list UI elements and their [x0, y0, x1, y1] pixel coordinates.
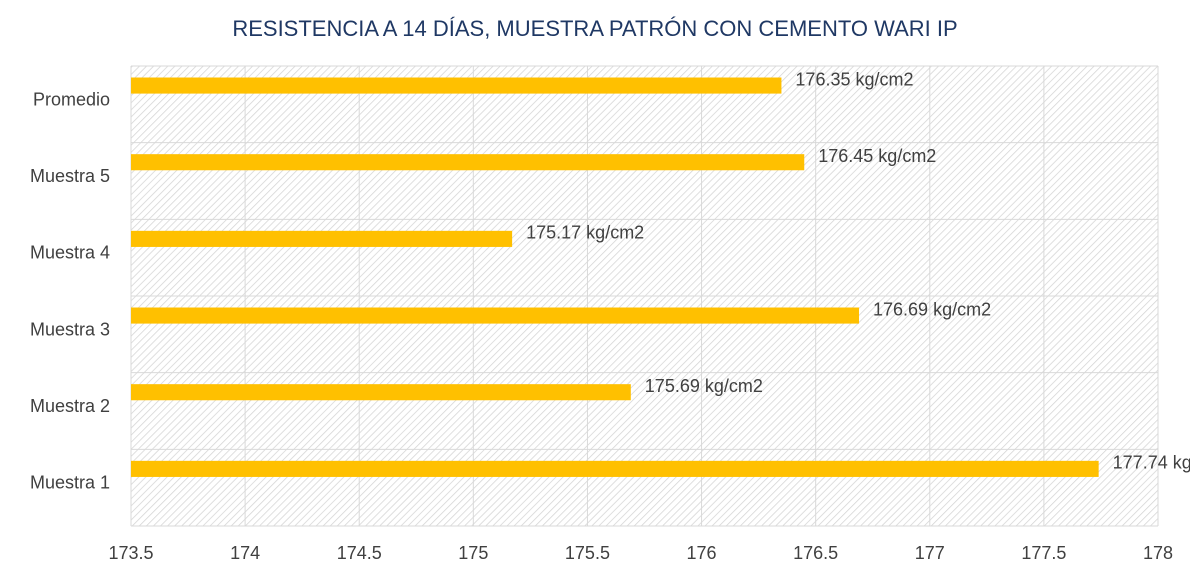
- bar: [131, 307, 860, 324]
- data-label: 175.17 kg/cm2: [526, 223, 644, 243]
- data-label: 176.35 kg/cm2: [795, 69, 913, 89]
- x-tick-label: 176: [687, 543, 717, 563]
- bar: [131, 77, 782, 94]
- bar: [131, 154, 805, 171]
- y-tick-label: Muestra 3: [30, 319, 110, 339]
- x-tick-label: 178: [1143, 543, 1173, 563]
- data-label: 177.74 kg/cm2: [1113, 453, 1190, 473]
- y-tick-label: Muestra 5: [30, 166, 110, 186]
- y-tick-label: Muestra 2: [30, 396, 110, 416]
- y-tick-label: Promedio: [33, 89, 110, 109]
- data-label: 175.69 kg/cm2: [645, 376, 763, 396]
- x-tick-label: 176.5: [793, 543, 838, 563]
- x-tick-label: 173.5: [108, 543, 153, 563]
- x-tick-label: 174.5: [337, 543, 382, 563]
- y-tick-label: Muestra 1: [30, 473, 110, 493]
- bar: [131, 460, 1099, 477]
- x-tick-label: 174: [230, 543, 260, 563]
- chart-title: RESISTENCIA A 14 DÍAS, MUESTRA PATRÓN CO…: [232, 16, 957, 41]
- bar: [131, 230, 513, 247]
- data-label: 176.45 kg/cm2: [818, 146, 936, 166]
- bar: [131, 384, 631, 401]
- x-tick-label: 177: [915, 543, 945, 563]
- data-label: 176.69 kg/cm2: [873, 299, 991, 319]
- x-tick-label: 175: [458, 543, 488, 563]
- y-tick-label: Muestra 4: [30, 243, 110, 263]
- x-tick-label: 175.5: [565, 543, 610, 563]
- x-tick-label: 177.5: [1021, 543, 1066, 563]
